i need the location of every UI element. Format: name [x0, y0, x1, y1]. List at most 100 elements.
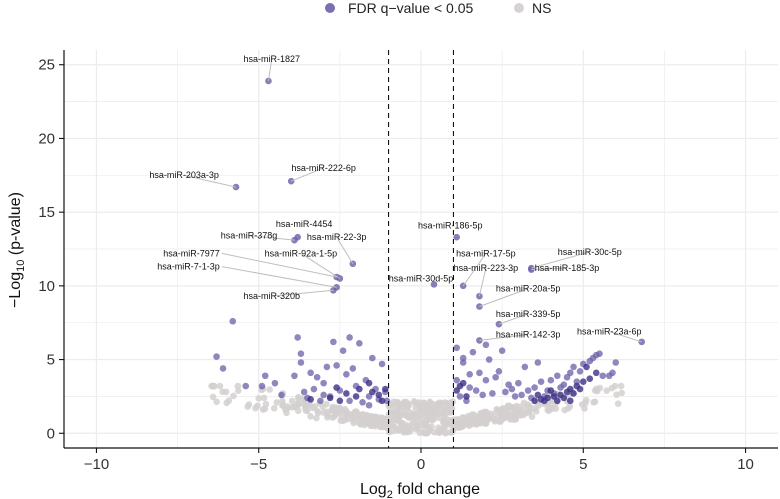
- significant-point: [242, 382, 250, 390]
- ns-point: [459, 420, 466, 428]
- significant-point: [307, 369, 314, 377]
- ns-point: [530, 405, 538, 412]
- significant-point: [310, 385, 318, 393]
- significant-point: [456, 393, 464, 400]
- point-label: hsa-miR-22-3p: [307, 232, 367, 242]
- leader-line: [267, 58, 273, 82]
- ns-point: [501, 412, 508, 419]
- leader-line: [498, 313, 529, 325]
- ns-point: [465, 422, 473, 429]
- leader-line: [248, 235, 295, 241]
- ns-point: [493, 406, 500, 413]
- point-label: hsa-miR-17-5p: [456, 248, 516, 258]
- significant-point: [326, 394, 334, 402]
- ns-point: [295, 395, 302, 402]
- labeled-point: [336, 275, 344, 282]
- labeled-point: [453, 233, 461, 241]
- ns-point: [412, 400, 420, 407]
- x-axis-title: Log2 fold change: [360, 481, 480, 499]
- significant-point: [498, 347, 506, 355]
- leader-line: [531, 267, 568, 271]
- significant-point: [382, 385, 389, 393]
- point-label: hsa-miR-223-3p: [454, 263, 519, 273]
- ns-point: [507, 403, 515, 411]
- significant-point: [320, 391, 327, 399]
- labeled-point: [459, 282, 467, 290]
- significant-point: [261, 372, 269, 380]
- ns-point: [507, 411, 515, 418]
- point-label: hsa-miR-142-3p: [496, 329, 561, 339]
- ns-point: [377, 417, 385, 425]
- significant-point: [541, 397, 548, 405]
- labeled-point: [638, 338, 645, 346]
- leader-line: [336, 236, 354, 265]
- ns-point: [491, 416, 499, 424]
- significant-point: [339, 347, 347, 355]
- ns-point: [414, 424, 422, 432]
- ns-point: [448, 428, 456, 436]
- ns-point: [491, 411, 499, 418]
- significant-point: [570, 363, 577, 371]
- significant-point: [537, 378, 545, 385]
- ns-point: [216, 382, 224, 390]
- axes: −10 −5 0 5 10 0 5 10 15 20 25: [38, 50, 778, 473]
- significant-point: [300, 388, 308, 396]
- ns-point: [359, 415, 367, 423]
- significant-point: [346, 334, 353, 341]
- ns-point: [319, 403, 327, 411]
- ns-point: [417, 408, 424, 415]
- significant-point: [534, 359, 542, 366]
- ns-point: [208, 382, 215, 390]
- ns-point: [402, 403, 410, 411]
- ns-point: [391, 402, 399, 409]
- ns-point: [614, 400, 622, 407]
- leader-line: [300, 252, 341, 279]
- significant-point: [297, 350, 305, 357]
- labeled-point: [291, 236, 298, 244]
- x-tick-label: 10: [737, 456, 754, 473]
- significant-point: [317, 397, 324, 405]
- ns-point: [270, 404, 278, 412]
- significant-point: [291, 372, 298, 380]
- significant-point: [492, 373, 499, 381]
- significant-point: [466, 370, 473, 378]
- ns-point: [339, 417, 347, 425]
- significant-point: [365, 401, 373, 409]
- leader-line: [271, 289, 334, 297]
- leader-line: [290, 167, 324, 182]
- significant-point: [330, 338, 337, 346]
- labeled-point: [430, 281, 438, 288]
- significant-point: [485, 356, 493, 363]
- significant-point: [521, 363, 529, 371]
- significant-point: [343, 370, 350, 378]
- ns-point: [255, 394, 263, 402]
- y-tick-label: 15: [38, 204, 55, 221]
- point-label: hsa-miR-378g: [221, 231, 278, 241]
- point-labels: hsa-miR-1827 hsa-miR-203a-3p hsa-miR-222-6…: [149, 54, 641, 340]
- significant-point: [469, 348, 477, 356]
- significant-point: [579, 378, 587, 385]
- ns-point: [234, 382, 242, 390]
- ns-point: [392, 408, 399, 416]
- significant-point: [576, 368, 584, 375]
- significant-point: [346, 397, 353, 405]
- ns-point: [522, 409, 530, 417]
- significant-point: [453, 376, 461, 384]
- significant-point: [482, 376, 490, 384]
- significant-point: [524, 387, 532, 394]
- significant-point: [297, 359, 305, 366]
- ns-point: [421, 403, 428, 411]
- point-label: hsa-miR-4454: [276, 219, 333, 229]
- significant-point: [229, 317, 237, 325]
- point-label: hsa-miR-186-5p: [418, 220, 483, 230]
- significant-point: [369, 354, 376, 362]
- legend-ns-swatch: [514, 3, 524, 13]
- significant-point: [466, 384, 473, 391]
- significant-point: [369, 388, 376, 396]
- ns-point: [513, 402, 520, 410]
- ns-point: [411, 419, 418, 427]
- ns-point: [294, 407, 302, 415]
- ns-point: [397, 402, 404, 410]
- significant-point: [349, 365, 357, 372]
- ns-point: [279, 401, 287, 409]
